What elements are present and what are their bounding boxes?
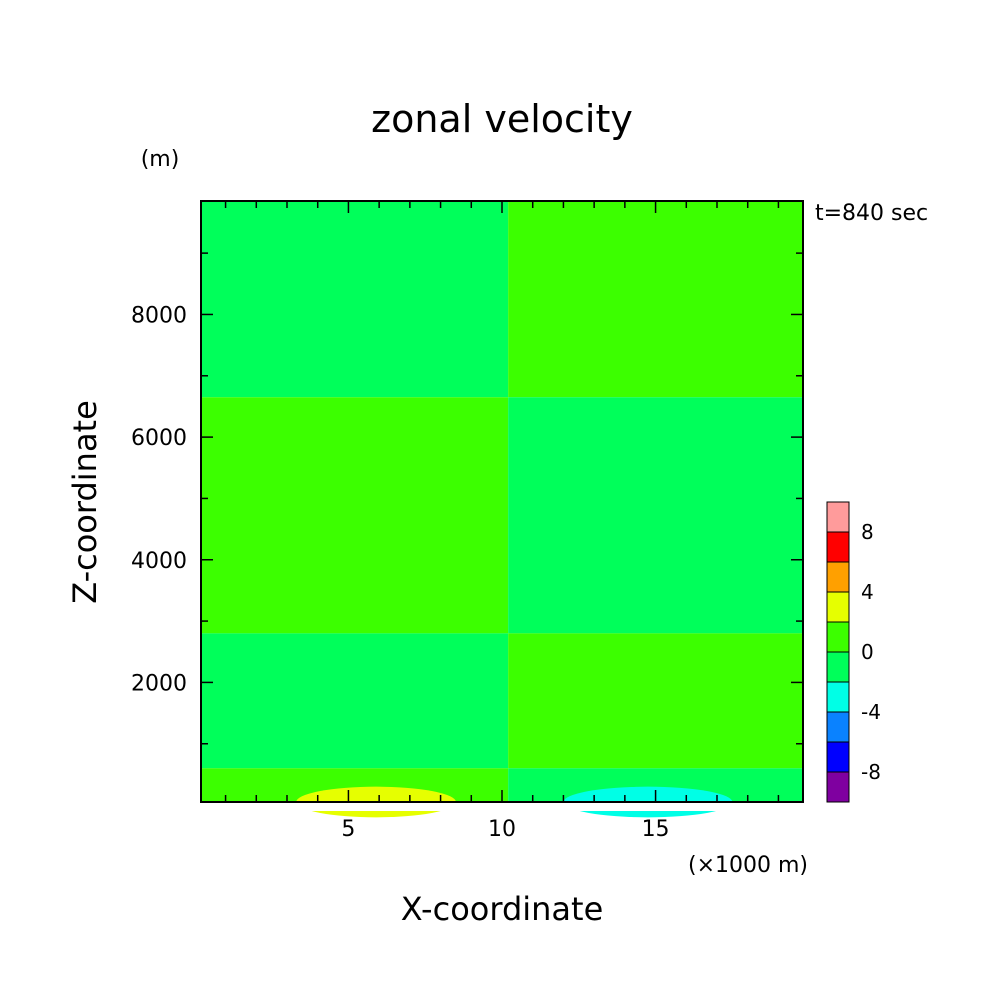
colorbar-segment <box>826 621 850 653</box>
contour-region <box>201 397 509 634</box>
contour-region <box>508 633 803 769</box>
x-tick-label: 10 <box>488 817 516 842</box>
colorbar-segment <box>826 561 850 593</box>
y-tick-label: 2000 <box>131 671 187 696</box>
y-unit-label: (m) <box>141 147 180 172</box>
colorbar-segment <box>826 681 850 713</box>
colorbar-tick-label: 4 <box>861 580 874 604</box>
contour-region <box>201 633 509 769</box>
colorbar-segment <box>826 651 850 683</box>
colorbar-tick-label: 8 <box>861 520 874 544</box>
colorbar-segment <box>826 591 850 623</box>
x-axis-title: X-coordinate <box>401 890 604 928</box>
colorbar-tick-label: -4 <box>861 700 881 724</box>
colorbar: -8 -4 0 4 8 <box>826 501 881 803</box>
colorbar-segment <box>826 741 850 773</box>
colorbar-segment <box>826 711 850 743</box>
y-tick-label: 4000 <box>131 549 187 574</box>
colorbar-segment <box>826 771 850 803</box>
colorbar-segment <box>826 531 850 563</box>
colorbar-tick-label: 0 <box>861 640 874 664</box>
x-tick-label: 5 <box>341 817 355 842</box>
y-tick-label: 6000 <box>131 426 187 451</box>
plot-bottom-mask <box>0 803 1004 811</box>
colorbar-segment <box>826 501 850 533</box>
time-annotation: t=840 sec <box>815 201 928 226</box>
chart-title: zonal velocity <box>371 97 633 141</box>
y-axis: 2000 4000 6000 8000 <box>131 252 803 745</box>
x-unit-label: (×1000 m) <box>688 853 808 878</box>
contour-region <box>508 201 803 398</box>
x-tick-label: 15 <box>642 817 670 842</box>
contour-region <box>201 201 509 398</box>
contour-field <box>0 201 1004 818</box>
y-tick-label: 8000 <box>131 303 187 328</box>
colorbar-tick-label: -8 <box>861 760 881 784</box>
contour-region <box>508 397 803 634</box>
x-axis: 5 10 15 <box>224 201 780 842</box>
y-axis-title: Z-coordinate <box>66 400 104 604</box>
